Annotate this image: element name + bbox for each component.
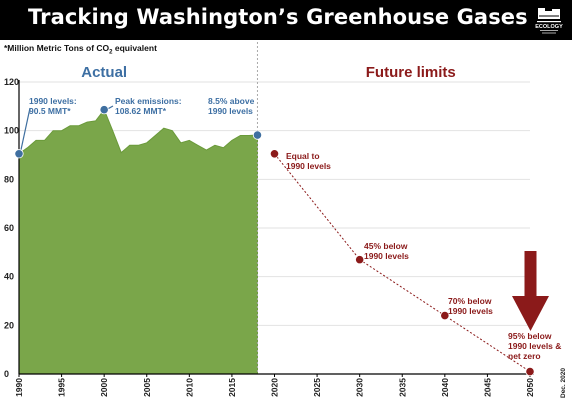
section-label-future: Future limits [366, 64, 456, 81]
x-tick-label: 1995 [57, 378, 67, 397]
annotation-text: 45% below [364, 241, 408, 251]
date-note: Dec. 2020 [560, 368, 567, 398]
annotation-text: 8.5% above [208, 96, 255, 106]
actual-emissions-area [18, 108, 259, 375]
x-tick-label: 2005 [142, 378, 152, 397]
annotation-text: 90.5 MMT* [29, 106, 71, 116]
x-tick-label: 2000 [99, 378, 109, 397]
annotation-text: 1990 levels [208, 106, 253, 116]
y-tick-label: 0 [4, 369, 9, 379]
annotation-0: 1990 levels:90.5 MMT* [29, 96, 77, 116]
x-tick-label: 2030 [355, 378, 365, 397]
y-tick-label: 60 [4, 223, 14, 233]
y-tick-label: 40 [4, 272, 14, 282]
title-bar: Tracking Washington’s Greenhouse Gases E… [0, 0, 572, 40]
units-footnote: *Million Metric Tons of CO2 equivalent [4, 43, 157, 56]
x-tick-label: 2045 [482, 378, 492, 397]
annotation-text: Equal to [286, 151, 320, 161]
x-tick-label: 2035 [397, 378, 407, 397]
annotation-text: 1990 levels & [508, 341, 561, 351]
annotation-1: Peak emissions:108.62 MMT* [115, 96, 182, 116]
data-points [14, 105, 535, 377]
page-title: Tracking Washington’s Greenhouse Gases [28, 5, 528, 29]
actual-point-0 [14, 149, 24, 159]
annotation-text: 70% below [448, 296, 492, 306]
footnote-subscript: 2 [109, 49, 113, 56]
leader-peak [107, 105, 114, 110]
future-point-0 [269, 149, 280, 159]
x-tick-label: 2025 [312, 378, 322, 397]
y-tick-labels: 0 20 40 60 80 100 120 [4, 77, 19, 379]
annotation-text: 1990 levels [286, 161, 331, 171]
annotation-text: 1990 levels: [29, 96, 77, 106]
future-point-1 [355, 255, 365, 265]
y-tick-label: 20 [4, 320, 14, 330]
annotation-text: 108.62 MMT* [115, 106, 167, 116]
y-tick-label: 100 [4, 126, 19, 136]
annotation-text: 1990 levels [364, 251, 409, 261]
y-tick-label: 80 [4, 174, 14, 184]
down-arrow-icon [512, 251, 549, 331]
actual-point-1 [99, 105, 109, 115]
future-point-3 [525, 366, 535, 377]
ecology-logo: ECOLOGY [534, 4, 564, 36]
annotation-leaders [20, 105, 114, 150]
future-point-2 [440, 310, 450, 321]
x-tick-label: 2040 [440, 378, 450, 397]
annotation-text: Peak emissions: [115, 96, 182, 106]
future-limit-line [274, 153, 531, 373]
leader-1990 [20, 107, 31, 150]
x-tick-label: 2010 [184, 378, 194, 397]
annotation-text: net zero [508, 351, 541, 361]
ecology-logo-text: ECOLOGY [535, 24, 563, 30]
footnote-text: *Million Metric Tons of CO [4, 43, 110, 53]
section-label-actual: Actual [81, 64, 127, 81]
annotation-text: 95% below [508, 331, 552, 341]
footnote-tail: equivalent [112, 43, 157, 53]
actual-point-2 [252, 130, 263, 140]
y-tick-label: 120 [4, 77, 19, 87]
x-tick-labels: 1990 1995 2000 2005 2010 2015 2020 2025 2030 2035… [14, 374, 535, 397]
x-tick-label: 2050 [525, 378, 535, 397]
annotation-text: 1990 levels [448, 306, 493, 316]
x-tick-label: 1990 [14, 378, 24, 397]
x-tick-label: 2020 [270, 378, 280, 397]
annotations: 1990 levels:90.5 MMT* Peak emissions:108.… [29, 96, 561, 361]
x-tick-label: 2015 [227, 378, 237, 397]
